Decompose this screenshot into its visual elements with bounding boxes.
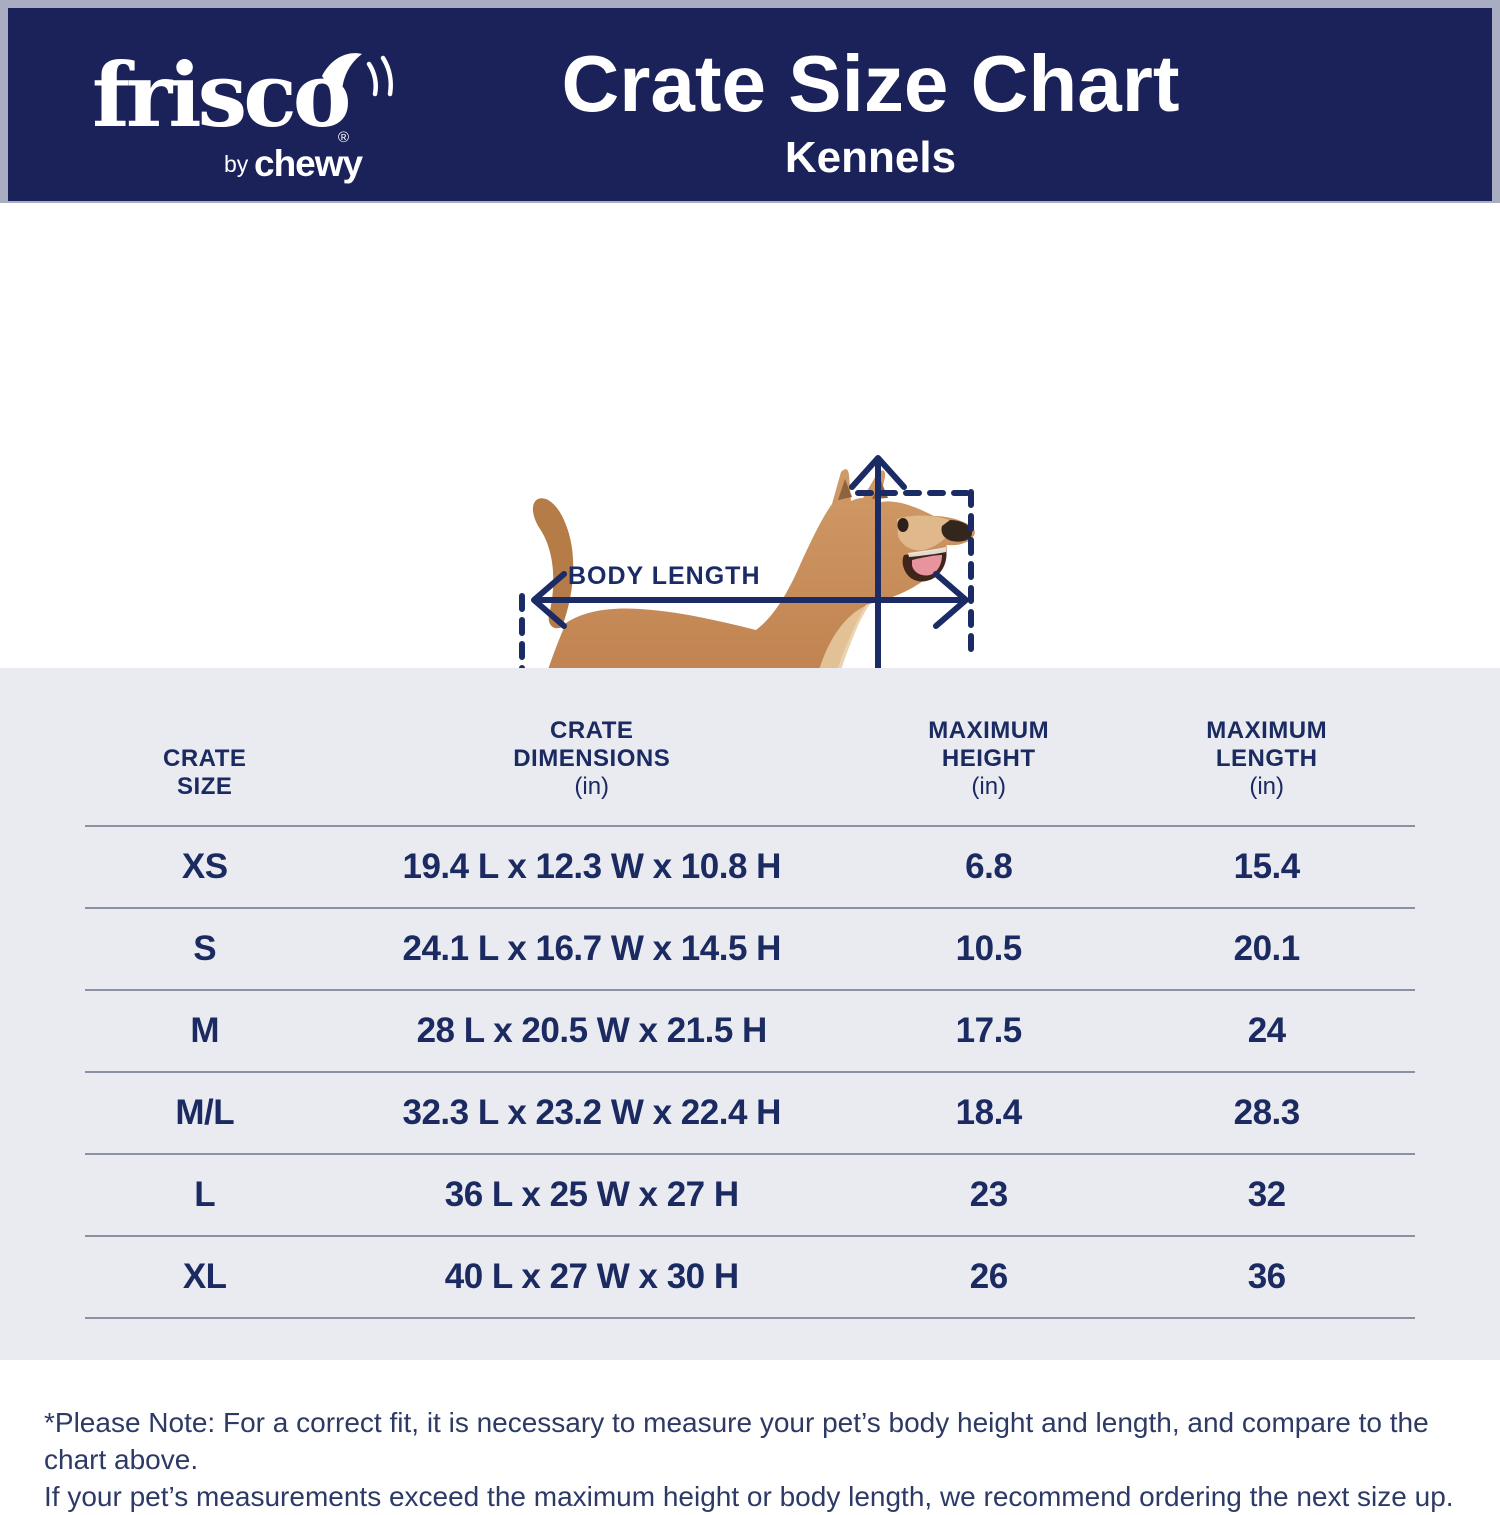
max-height-value: 17.5 <box>955 1011 1023 1050</box>
crate-size-value: S <box>193 929 217 968</box>
table-header-row: CRATE SIZE CRATE DIMENSIONS (in) MAXIMUM… <box>85 668 1415 825</box>
header-unit: (in) <box>1249 773 1285 800</box>
crate-dimensions-value: 28 L x 20.5 W x 21.5 H <box>416 1011 768 1050</box>
column-header-crate-size: CRATE SIZE <box>85 745 324 801</box>
max-height-value: 26 <box>969 1257 1008 1296</box>
header-line: MAXIMUM <box>928 717 1050 744</box>
size-chart-table-section: CRATE SIZE CRATE DIMENSIONS (in) MAXIMUM… <box>0 668 1500 1360</box>
crate-size-value: XL <box>182 1257 227 1296</box>
max-height-value: 18.4 <box>955 1093 1023 1132</box>
crate-size-value: XS <box>181 847 228 886</box>
measurement-diagram-section: BODY LENGTH BODY HEIGHT <box>0 203 1500 868</box>
body-length-arrowhead-left <box>531 571 567 629</box>
header-line: DIMENSIONS <box>513 745 671 772</box>
crate-size-value: M <box>190 1011 220 1050</box>
crate-dimensions-value: 24.1 L x 16.7 W x 14.5 H <box>402 929 782 968</box>
footnote-line-2: If your pet’s measurements exceed the ma… <box>44 1481 1454 1512</box>
max-height-value: 23 <box>969 1175 1008 1214</box>
header-unit: (in) <box>971 773 1007 800</box>
frisco-by-chewy-logo: frisco ® by chewy <box>92 43 393 184</box>
column-header-maximum-height: MAXIMUM HEIGHT (in) <box>859 717 1118 801</box>
logo-chewy-text: chewy <box>254 143 364 184</box>
logo-by-text: by <box>224 151 249 177</box>
logo-registered-mark: ® <box>338 129 349 146</box>
table-row: M/L 32.3 L x 23.2 W x 22.4 H 18.4 28.3 <box>85 1071 1415 1153</box>
max-length-value: 32 <box>1247 1175 1286 1214</box>
crate-dimensions-value: 19.4 L x 12.3 W x 10.8 H <box>402 847 782 886</box>
crate-dimensions-value: 32.3 L x 23.2 W x 22.4 H <box>402 1093 782 1132</box>
header-line: HEIGHT <box>941 745 1036 772</box>
body-length-arrowhead-right <box>933 571 969 629</box>
header-line: CRATE <box>550 717 634 744</box>
max-length-value: 36 <box>1247 1257 1286 1296</box>
max-length-value: 15.4 <box>1233 847 1301 886</box>
column-header-crate-dimensions: CRATE DIMENSIONS (in) <box>324 717 859 801</box>
header-line: SIZE <box>177 773 233 800</box>
header: frisco ® by chewy Crate Size Chart Kenne… <box>8 8 1492 201</box>
page-subtitle: Kennels <box>784 133 957 182</box>
header-line: CRATE <box>163 745 247 772</box>
table-row: M 28 L x 20.5 W x 21.5 H 17.5 24 <box>85 989 1415 1071</box>
max-length-value: 24 <box>1247 1011 1286 1050</box>
table-row: L 36 L x 25 W x 27 H 23 32 <box>85 1153 1415 1235</box>
max-length-value: 20.1 <box>1233 929 1301 968</box>
logo-motion-line-1 <box>366 61 378 97</box>
max-height-value: 10.5 <box>955 929 1023 968</box>
body-length-label: BODY LENGTH <box>568 562 761 590</box>
logo-motion-line-2 <box>380 55 393 97</box>
max-length-value: 28.3 <box>1233 1093 1301 1132</box>
body-height-arrowhead-top <box>849 455 907 490</box>
crate-size-value: M/L <box>175 1093 235 1132</box>
header-frame: frisco ® by chewy Crate Size Chart Kenne… <box>0 0 1500 203</box>
size-chart-table: CRATE SIZE CRATE DIMENSIONS (in) MAXIMUM… <box>85 668 1415 1319</box>
table-row: S 24.1 L x 16.7 W x 14.5 H 10.5 20.1 <box>85 907 1415 989</box>
footnote: *Please Note: For a correct fit, it is n… <box>44 1404 1468 1515</box>
logo-swoosh <box>322 53 362 92</box>
page-title: Crate Size Chart <box>561 39 1180 128</box>
footnote-line-1: *Please Note: For a correct fit, it is n… <box>44 1407 1429 1475</box>
header-line: LENGTH <box>1215 745 1318 772</box>
table-row: XS 19.4 L x 12.3 W x 10.8 H 6.8 15.4 <box>85 825 1415 907</box>
header-unit: (in) <box>574 773 610 800</box>
column-header-maximum-length: MAXIMUM LENGTH (in) <box>1118 717 1415 801</box>
crate-dimensions-value: 40 L x 27 W x 30 H <box>444 1257 739 1296</box>
crate-size-value: L <box>194 1175 216 1214</box>
logo-brand-text: frisco <box>92 43 349 147</box>
crate-dimensions-value: 36 L x 25 W x 27 H <box>444 1175 739 1214</box>
table-row: XL 40 L x 27 W x 30 H 26 36 <box>85 1235 1415 1319</box>
max-height-value: 6.8 <box>965 847 1013 886</box>
header-line: MAXIMUM <box>1206 717 1328 744</box>
